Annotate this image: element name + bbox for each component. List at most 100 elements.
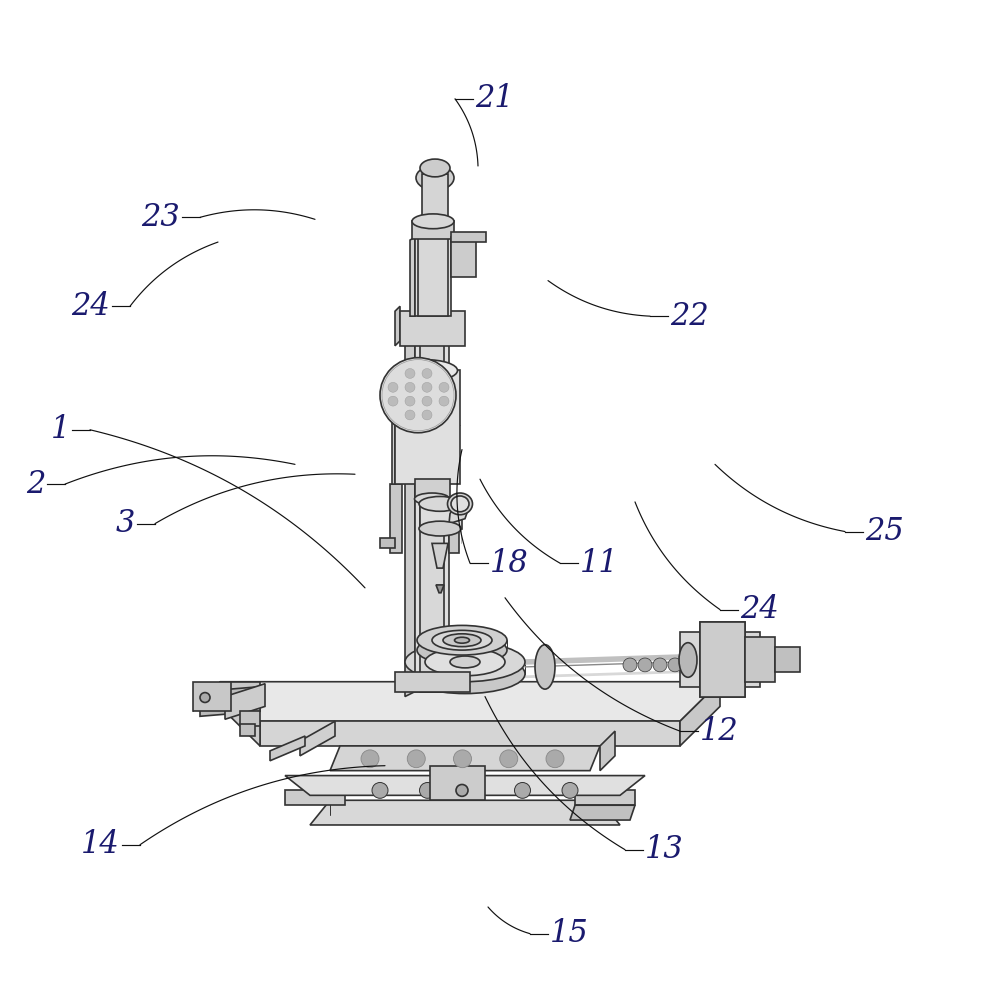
Text: 13: 13 — [645, 834, 684, 865]
Ellipse shape — [405, 642, 525, 682]
Bar — [422, 174, 448, 221]
Circle shape — [454, 750, 472, 768]
Circle shape — [388, 396, 398, 406]
Bar — [420, 503, 462, 529]
Bar — [745, 637, 775, 682]
Circle shape — [422, 396, 432, 406]
Polygon shape — [260, 721, 680, 746]
Circle shape — [405, 410, 415, 420]
Bar — [451, 237, 476, 277]
Circle shape — [500, 750, 518, 768]
Text: 24: 24 — [71, 290, 110, 322]
Circle shape — [653, 658, 667, 672]
Bar — [700, 622, 745, 697]
Polygon shape — [436, 585, 444, 593]
Bar — [449, 514, 459, 553]
Ellipse shape — [448, 493, 473, 515]
Polygon shape — [270, 736, 305, 761]
Polygon shape — [220, 682, 260, 746]
Polygon shape — [432, 543, 448, 568]
Circle shape — [668, 658, 682, 672]
Text: 14: 14 — [81, 829, 120, 861]
Text: 2: 2 — [26, 468, 45, 500]
Ellipse shape — [419, 521, 461, 535]
Ellipse shape — [679, 642, 697, 678]
Ellipse shape — [392, 360, 458, 381]
Polygon shape — [225, 684, 265, 719]
Circle shape — [467, 782, 483, 798]
Polygon shape — [575, 790, 635, 805]
Circle shape — [405, 396, 415, 406]
Text: 15: 15 — [550, 918, 589, 949]
Ellipse shape — [451, 496, 469, 512]
Circle shape — [388, 382, 398, 392]
Bar — [418, 237, 448, 316]
Ellipse shape — [450, 656, 480, 668]
Text: 21: 21 — [475, 83, 514, 115]
Polygon shape — [700, 622, 745, 697]
Circle shape — [514, 782, 530, 798]
Text: 12: 12 — [700, 715, 739, 747]
Polygon shape — [392, 370, 395, 484]
Bar — [395, 370, 460, 484]
Text: 22: 22 — [670, 300, 709, 332]
Bar — [380, 538, 395, 548]
Circle shape — [420, 782, 436, 798]
Circle shape — [439, 396, 449, 406]
Ellipse shape — [417, 635, 507, 665]
Circle shape — [638, 658, 652, 672]
Ellipse shape — [412, 214, 454, 229]
Bar — [395, 672, 470, 692]
Bar — [451, 232, 486, 242]
Ellipse shape — [419, 496, 461, 512]
Bar — [240, 711, 260, 726]
Ellipse shape — [405, 654, 525, 694]
Circle shape — [422, 410, 432, 420]
Polygon shape — [220, 682, 260, 711]
Polygon shape — [395, 306, 400, 346]
Text: 1: 1 — [51, 414, 70, 446]
Bar — [390, 484, 402, 553]
Bar — [430, 766, 485, 800]
Text: 18: 18 — [490, 547, 529, 579]
Bar — [193, 682, 231, 711]
Text: 3: 3 — [116, 508, 135, 539]
Polygon shape — [330, 746, 600, 771]
Bar — [415, 237, 451, 316]
Circle shape — [405, 369, 415, 378]
Circle shape — [456, 784, 468, 796]
Ellipse shape — [535, 645, 555, 690]
Ellipse shape — [416, 166, 454, 191]
Text: 25: 25 — [865, 516, 904, 547]
Polygon shape — [410, 237, 415, 316]
Polygon shape — [285, 790, 345, 805]
Text: 24: 24 — [740, 594, 779, 625]
Bar — [680, 632, 760, 687]
Circle shape — [562, 782, 578, 798]
Bar — [415, 316, 449, 692]
Polygon shape — [220, 682, 720, 721]
Polygon shape — [449, 504, 470, 524]
Polygon shape — [310, 800, 620, 825]
Circle shape — [439, 382, 449, 392]
Circle shape — [200, 693, 210, 702]
Circle shape — [422, 382, 432, 392]
Circle shape — [380, 358, 456, 433]
Text: 23: 23 — [141, 202, 180, 233]
Polygon shape — [200, 687, 260, 716]
Circle shape — [372, 782, 388, 798]
Polygon shape — [300, 721, 335, 756]
Text: 11: 11 — [580, 547, 619, 579]
Polygon shape — [405, 316, 415, 697]
Ellipse shape — [443, 634, 481, 647]
Ellipse shape — [417, 625, 507, 655]
Circle shape — [623, 658, 637, 672]
Ellipse shape — [432, 630, 492, 650]
Polygon shape — [600, 731, 615, 771]
Bar — [240, 724, 255, 736]
Polygon shape — [285, 776, 645, 795]
Polygon shape — [570, 805, 635, 820]
Circle shape — [407, 750, 425, 768]
Circle shape — [422, 369, 432, 378]
Circle shape — [361, 750, 379, 768]
